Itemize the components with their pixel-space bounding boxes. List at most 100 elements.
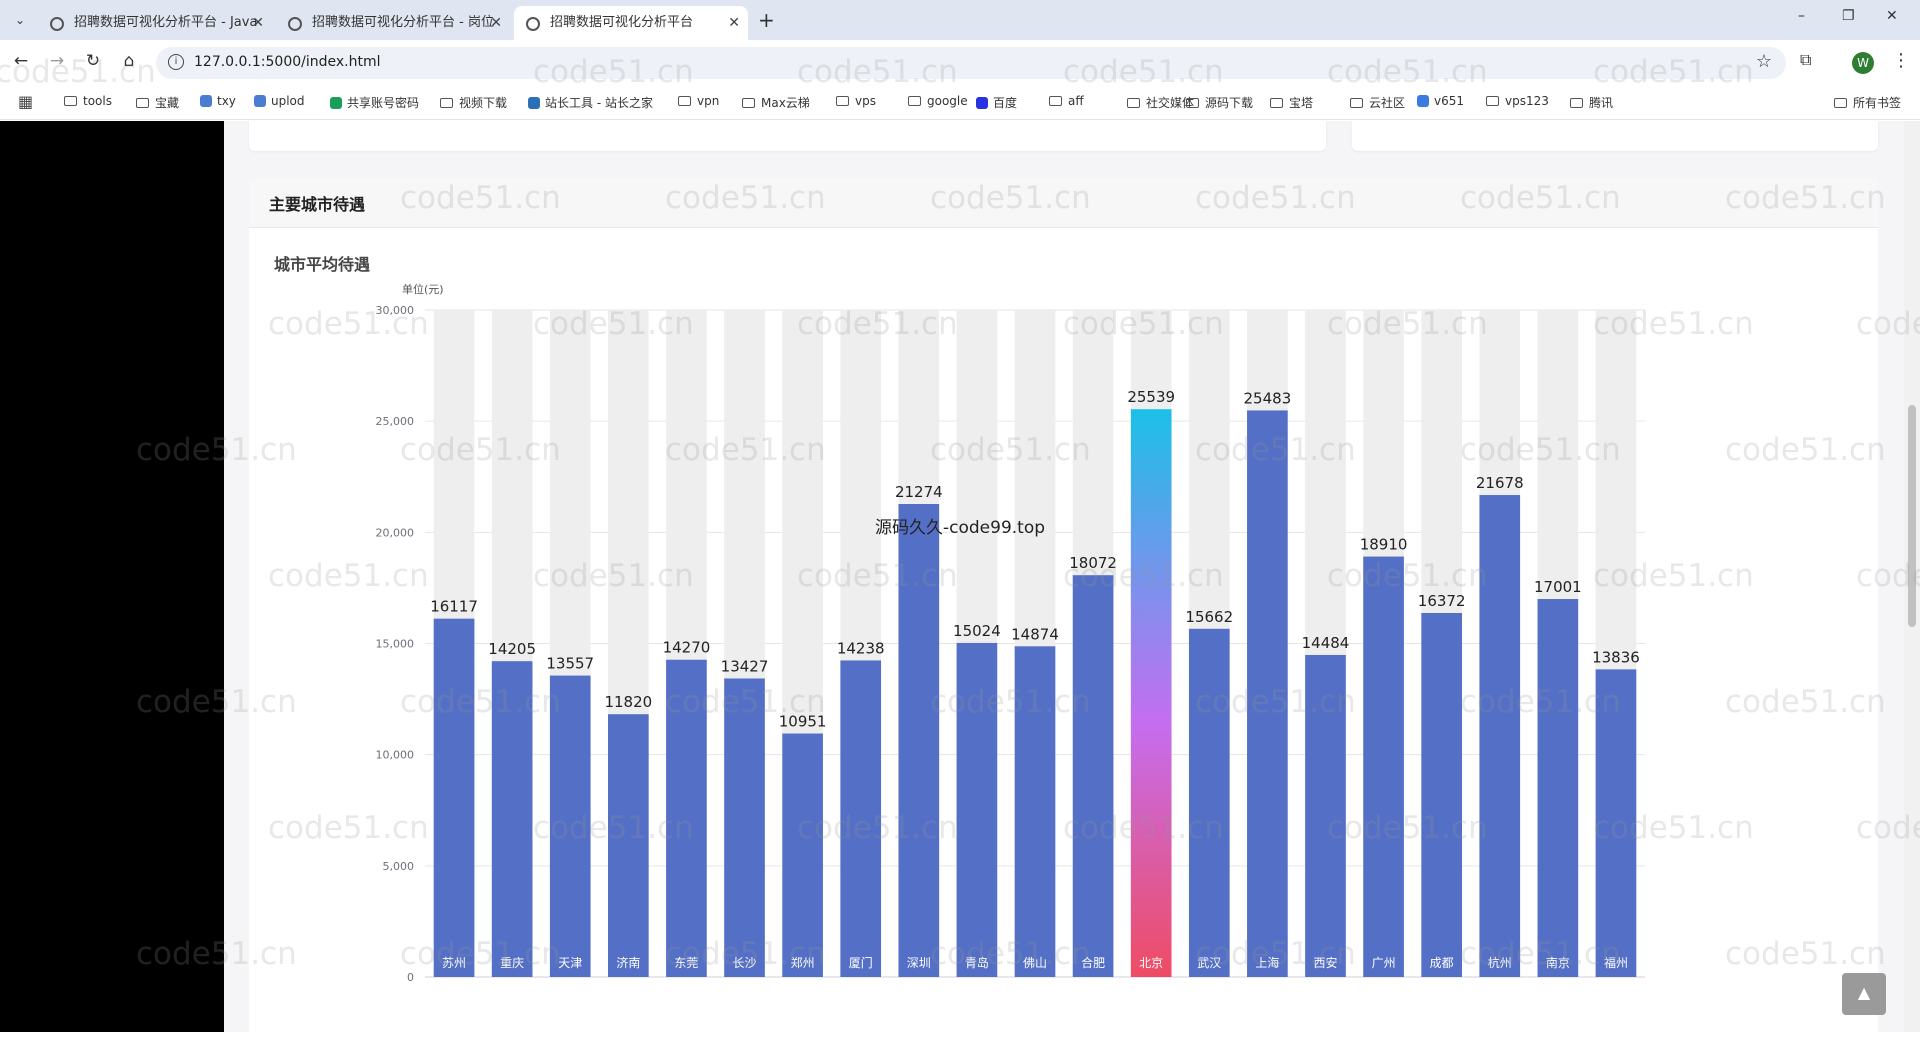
restore-button[interactable]: ❐: [1842, 8, 1855, 24]
bar: [1595, 669, 1637, 977]
globe-icon: [526, 17, 540, 31]
bookmark-label: 宝藏: [155, 96, 180, 110]
tab-strip: ⌄ 招聘数据可视化分析平台 - Java ✕ 招聘数据可视化分析平台 - 岗位 …: [0, 0, 1920, 40]
bar: [1363, 556, 1404, 977]
scrollbar-thumb[interactable]: [1908, 405, 1916, 627]
bookmark-label: 视频下载: [459, 96, 508, 110]
data-label: 11820: [604, 693, 652, 711]
back-icon[interactable]: ←: [13, 51, 29, 71]
close-icon[interactable]: ✕: [252, 15, 264, 31]
bookmark-12[interactable]: aff: [1049, 94, 1084, 108]
data-label: 25539: [1127, 388, 1175, 406]
folder-icon: [1834, 98, 1847, 108]
x-tick-label: 济南: [616, 955, 640, 970]
close-icon[interactable]: ✕: [490, 15, 502, 31]
bookmark-label: vps: [855, 94, 876, 108]
tab-2[interactable]: 招聘数据可视化分析平台 - 岗位 ✕: [276, 6, 510, 40]
globe-icon: [288, 17, 302, 31]
extensions-icon[interactable]: ⧉: [1800, 50, 1812, 69]
bookmark-label: uplod: [271, 94, 305, 108]
bookmark-8[interactable]: Max云梯: [742, 94, 810, 111]
x-tick-label: 深圳: [907, 956, 931, 970]
address-bar[interactable]: i 127.0.0.1:5000/index.html ☆: [156, 47, 1786, 79]
bookmark-15[interactable]: 宝塔: [1270, 94, 1313, 111]
new-tab-button[interactable]: +: [758, 8, 775, 32]
bookmark-14[interactable]: 源码下载: [1186, 94, 1253, 111]
globe-icon: [50, 17, 64, 31]
x-tick-label: 天津: [558, 956, 582, 970]
all-bookmarks[interactable]: 所有书签: [1834, 94, 1901, 111]
bar: [433, 618, 475, 977]
forward-icon[interactable]: →: [49, 51, 65, 71]
bookmark-label: aff: [1068, 94, 1084, 108]
site-info-icon[interactable]: i: [168, 54, 184, 70]
tab-3-active[interactable]: 招聘数据可视化分析平台 ✕: [514, 6, 748, 40]
bookmark-18[interactable]: vps123: [1486, 94, 1549, 108]
bookmark-16[interactable]: 云社区: [1350, 94, 1405, 111]
bookmark-label: 云社区: [1369, 96, 1406, 110]
folder-icon: [908, 96, 921, 106]
y-tick-label: 10,000: [376, 749, 415, 762]
bookmark-label: 社交媒体: [1146, 96, 1195, 110]
data-label: 13557: [546, 655, 594, 673]
bar: [1479, 495, 1521, 977]
url-text[interactable]: 127.0.0.1:5000/index.html: [194, 54, 381, 70]
bookmark-17[interactable]: v651: [1417, 94, 1464, 108]
menu-kebab-icon[interactable]: ⋮: [1892, 50, 1910, 71]
close-icon[interactable]: ✕: [728, 15, 740, 31]
bookmark-label: 站长工具 - 站长之家: [545, 96, 653, 110]
bookmark-19[interactable]: 腾讯: [1570, 94, 1613, 111]
bookmark-7[interactable]: vpn: [678, 94, 719, 108]
bookmark-label: 腾讯: [1589, 96, 1614, 110]
bookmark-11[interactable]: 百度: [976, 94, 1017, 111]
close-window-button[interactable]: ✕: [1886, 8, 1898, 24]
tab-search-icon[interactable]: ⌄: [14, 13, 26, 27]
bookmark-label: Max云梯: [761, 96, 810, 110]
bookmark-3[interactable]: uplod: [254, 94, 305, 108]
data-label: 14484: [1302, 634, 1350, 652]
folder-icon: [1350, 98, 1363, 108]
bookmark-label: google: [927, 94, 968, 108]
bookmark-2[interactable]: txy: [200, 94, 236, 108]
bookmark-13[interactable]: 社交媒体: [1127, 94, 1194, 111]
apps-grid-icon[interactable]: ▦: [18, 92, 34, 111]
folder-icon: [64, 96, 77, 106]
profile-avatar[interactable]: W: [1852, 52, 1874, 74]
data-label: 13427: [721, 657, 769, 675]
x-tick-label: 成都: [1430, 956, 1454, 970]
bookmark-4[interactable]: 共享账号密码: [330, 94, 419, 111]
bookmark-star-icon[interactable]: ☆: [1755, 51, 1772, 72]
browser-toolbar: ← → ↻ ⌂ i 127.0.0.1:5000/index.html ☆: [0, 40, 1920, 85]
page-left-panel: [0, 121, 224, 1032]
minimize-button[interactable]: –: [1798, 8, 1805, 24]
cloud-icon: [200, 95, 212, 107]
bookmark-6[interactable]: 站长工具 - 站长之家: [528, 94, 653, 111]
data-label: 14874: [1011, 625, 1059, 643]
bookmark-label: 宝塔: [1289, 96, 1314, 110]
bookmark-5[interactable]: 视频下载: [440, 94, 507, 111]
tab-1[interactable]: 招聘数据可视化分析平台 - Java ✕: [38, 6, 272, 40]
bookmark-0[interactable]: tools: [64, 94, 112, 108]
bookmark-label: tools: [83, 94, 112, 108]
reload-icon[interactable]: ↻: [85, 51, 101, 71]
data-label: 25483: [1244, 389, 1292, 407]
bookmark-9[interactable]: vps: [836, 94, 876, 108]
folder-icon: [1486, 96, 1499, 106]
arrow-up-icon: ▲: [1857, 983, 1871, 1002]
back-to-top-button[interactable]: ▲: [1842, 973, 1886, 1015]
folder-icon: [1570, 98, 1583, 108]
x-tick-label: 合肥: [1081, 955, 1105, 970]
bookmark-1[interactable]: 宝藏: [136, 94, 179, 111]
bar: [1072, 575, 1114, 977]
bookmark-10[interactable]: google: [908, 94, 968, 108]
overlay-watermark-text: 源码久久-code99.top: [875, 518, 1045, 538]
sheet-icon: [330, 97, 342, 109]
y-tick-label: 25,000: [376, 415, 415, 428]
bar: [1421, 612, 1462, 977]
x-tick-label: 厦门: [849, 955, 873, 970]
upload-icon: [254, 95, 266, 107]
home-icon[interactable]: ⌂: [123, 51, 135, 71]
x-tick-label: 苏州: [442, 956, 466, 970]
folder-icon: [136, 98, 149, 108]
